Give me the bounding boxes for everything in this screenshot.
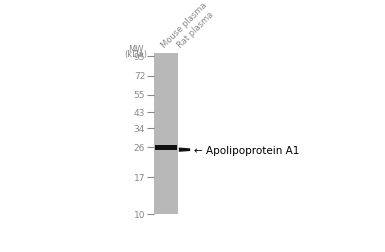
Bar — [154, 53, 178, 215]
Text: MW: MW — [128, 45, 144, 53]
Text: ← Apolipoprotein A1: ← Apolipoprotein A1 — [194, 145, 300, 155]
Text: 10: 10 — [134, 210, 145, 219]
Text: 43: 43 — [134, 108, 145, 117]
Bar — [155, 145, 177, 150]
Polygon shape — [179, 148, 190, 152]
Text: 26: 26 — [134, 143, 145, 152]
Text: 72: 72 — [134, 72, 145, 81]
Text: Rat plasma: Rat plasma — [176, 10, 216, 50]
Text: Mouse plasma: Mouse plasma — [160, 1, 209, 50]
Text: 95: 95 — [134, 53, 145, 61]
Text: (kDa): (kDa) — [125, 49, 147, 58]
Text: 55: 55 — [134, 91, 145, 100]
Text: 17: 17 — [134, 173, 145, 182]
Text: 34: 34 — [134, 124, 145, 134]
